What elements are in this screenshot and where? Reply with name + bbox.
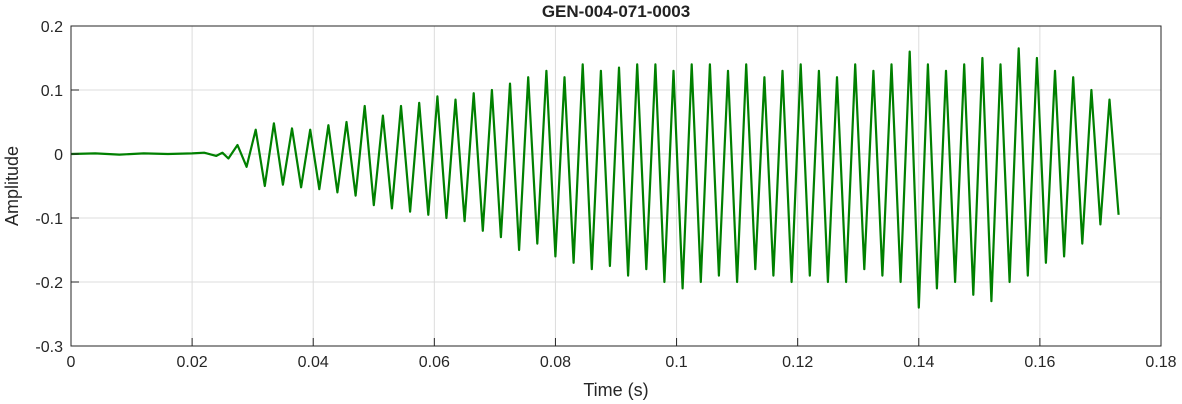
series-layer [70,47,1120,309]
y-tick-labels: -0.3 -0.2 -0.1 0 0.1 0.2 [35,19,79,356]
y-tick-label: 0.1 [41,83,63,100]
x-tick-label: 0.16 [1024,354,1055,371]
x-tick-labels: 0 0.02 0.04 0.06 0.08 0.1 0.12 0.14 0.16 0.18 [67,338,1177,371]
y-axis-label: Amplitude [2,146,22,226]
chart-title: GEN-004-071-0003 [542,2,690,21]
x-tick-label: 0.06 [419,354,450,371]
y-tick-label: -0.3 [35,339,63,356]
y-tick-label: 0 [54,147,63,164]
x-tick-label: 0.14 [903,354,934,371]
plot-frame [70,25,1162,347]
y-tick-label: 0.2 [41,19,63,36]
x-tick-label: 0.18 [1145,354,1176,371]
x-tick-label: 0 [67,354,76,371]
grid [70,25,1162,347]
x-tick-label: 0.02 [177,354,208,371]
x-tick-label: 0.08 [540,354,571,371]
x-axis-label: Time (s) [583,380,648,400]
x-tick-label: 0.04 [298,354,329,371]
series-line-0 [70,47,1120,309]
x-tick-label: 0.1 [665,354,687,371]
y-tick-label: -0.2 [35,275,63,292]
x-tick-label: 0.12 [782,354,813,371]
y-tick-label: -0.1 [35,211,63,228]
